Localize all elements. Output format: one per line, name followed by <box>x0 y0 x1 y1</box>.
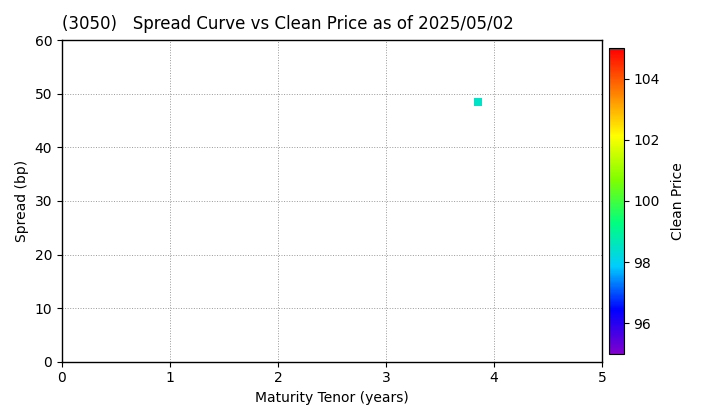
X-axis label: Maturity Tenor (years): Maturity Tenor (years) <box>255 391 409 405</box>
Text: (3050)   Spread Curve vs Clean Price as of 2025/05/02: (3050) Spread Curve vs Clean Price as of… <box>62 15 513 33</box>
Y-axis label: Clean Price: Clean Price <box>671 162 685 240</box>
Y-axis label: Spread (bp): Spread (bp) <box>15 160 29 242</box>
Point <box>472 98 484 105</box>
